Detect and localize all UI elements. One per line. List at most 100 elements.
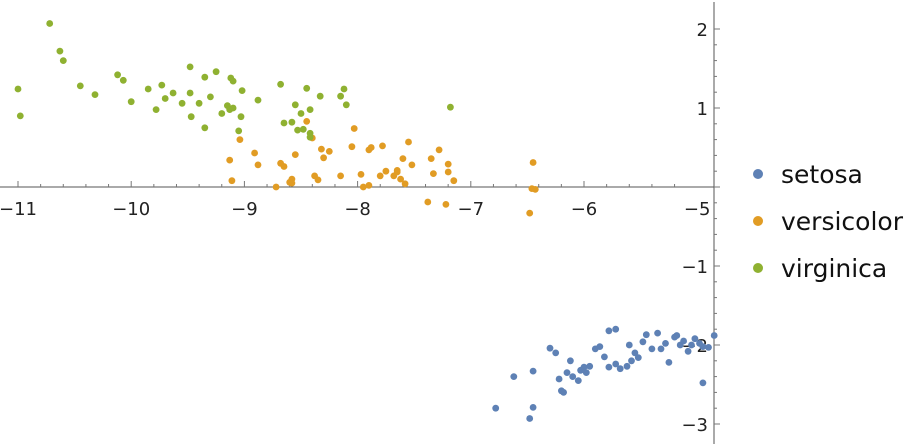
legend-marker-versicolor (753, 216, 763, 226)
versicolor-point (401, 180, 409, 188)
y-tick-label: 1 (697, 99, 708, 120)
setosa-point (574, 377, 582, 384)
virginica-point (169, 89, 177, 97)
setosa-point (582, 369, 590, 376)
virginica-point (59, 57, 67, 64)
setosa-point (555, 375, 563, 383)
versicolor-point (399, 155, 407, 163)
versicolor-point (254, 161, 262, 169)
virginica-point (195, 99, 203, 107)
versicolor-point (314, 176, 322, 184)
virginica-point (229, 104, 237, 112)
setosa-point (529, 404, 537, 411)
virginica-point (340, 85, 348, 93)
versicolor-point (350, 125, 358, 132)
versicolor-point (288, 179, 296, 187)
virginica-point (294, 126, 301, 134)
x-axis-ticks: −11 −10 −9 −8 −7 −6 −5 (0, 181, 710, 220)
versicolor-point (382, 167, 390, 175)
series-setosa (492, 325, 718, 422)
versicolor-point (405, 138, 412, 146)
setosa-point (529, 367, 537, 375)
versicolor-point (348, 143, 356, 151)
setosa-point (526, 415, 534, 422)
x-tick-label: −10 (112, 199, 150, 220)
setosa-point (623, 362, 631, 370)
setosa-point (642, 331, 650, 339)
virginica-point (254, 96, 262, 104)
setosa-point (569, 373, 577, 380)
versicolor-point (359, 183, 367, 191)
versicolor-point (337, 172, 344, 180)
virginica-point (229, 77, 237, 85)
virginica-point (187, 113, 195, 121)
x-tick-label: −6 (571, 199, 598, 220)
legend: setosa versicolor virginica (753, 160, 904, 283)
versicolor-point (357, 171, 365, 178)
virginica-point (207, 93, 214, 101)
virginica-point (16, 112, 24, 120)
setosa-point (665, 359, 673, 366)
versicolor-point (444, 168, 452, 176)
x-tick-label: −5 (684, 199, 711, 220)
virginica-point (76, 82, 84, 90)
virginica-point (237, 113, 245, 121)
x-tick-label: −8 (344, 199, 371, 220)
data-points (14, 20, 718, 422)
setosa-point (654, 329, 661, 337)
versicolor-point (442, 201, 450, 208)
setosa-point (612, 360, 620, 368)
virginica-point (306, 133, 314, 141)
versicolor-point (531, 186, 539, 193)
virginica-point (114, 71, 121, 79)
versicolor-point (376, 172, 384, 180)
setosa-point (560, 389, 567, 396)
legend-marker-setosa (753, 169, 763, 179)
versicolor-point (397, 175, 404, 183)
versicolor-point (228, 177, 236, 185)
setosa-point (699, 343, 707, 350)
setosa-point (596, 343, 604, 350)
versicolor-point (318, 145, 325, 153)
setosa-point (688, 341, 695, 349)
versicolor-point (251, 149, 258, 157)
y-tick-label: 2 (697, 20, 708, 41)
setosa-point (657, 345, 665, 353)
setosa-point (631, 349, 639, 357)
virginica-point (280, 119, 288, 127)
setosa-point (680, 337, 687, 345)
virginica-point (235, 127, 243, 135)
virginica-point (161, 95, 169, 102)
versicolor-point (424, 198, 432, 206)
virginica-point (119, 76, 127, 84)
versicolor-point (427, 155, 435, 163)
versicolor-point (450, 177, 458, 185)
virginica-point (144, 85, 152, 93)
y-tick-label: −3 (681, 415, 708, 436)
versicolor-point (379, 142, 386, 150)
versicolor-point (444, 160, 452, 168)
setosa-point (605, 327, 613, 335)
virginica-point (447, 103, 454, 111)
virginica-point (306, 106, 314, 113)
x-tick-label: −7 (458, 199, 485, 220)
versicolor-point (393, 168, 401, 176)
virginica-point (152, 106, 160, 113)
setosa-point (492, 404, 500, 412)
virginica-point (186, 63, 194, 71)
virginica-point (288, 118, 296, 126)
legend-label-versicolor: versicolor (781, 207, 904, 236)
virginica-point (186, 89, 194, 97)
setosa-point (510, 373, 518, 380)
versicolor-point (325, 148, 333, 155)
setosa-point (625, 341, 633, 349)
setosa-point (628, 357, 635, 365)
versicolor-point (430, 170, 437, 178)
setosa-point (648, 345, 656, 353)
virginica-point (342, 101, 350, 109)
setosa-point (699, 379, 707, 387)
virginica-point (91, 91, 99, 98)
x-tick-label: −9 (231, 199, 258, 220)
setosa-point (586, 362, 594, 370)
